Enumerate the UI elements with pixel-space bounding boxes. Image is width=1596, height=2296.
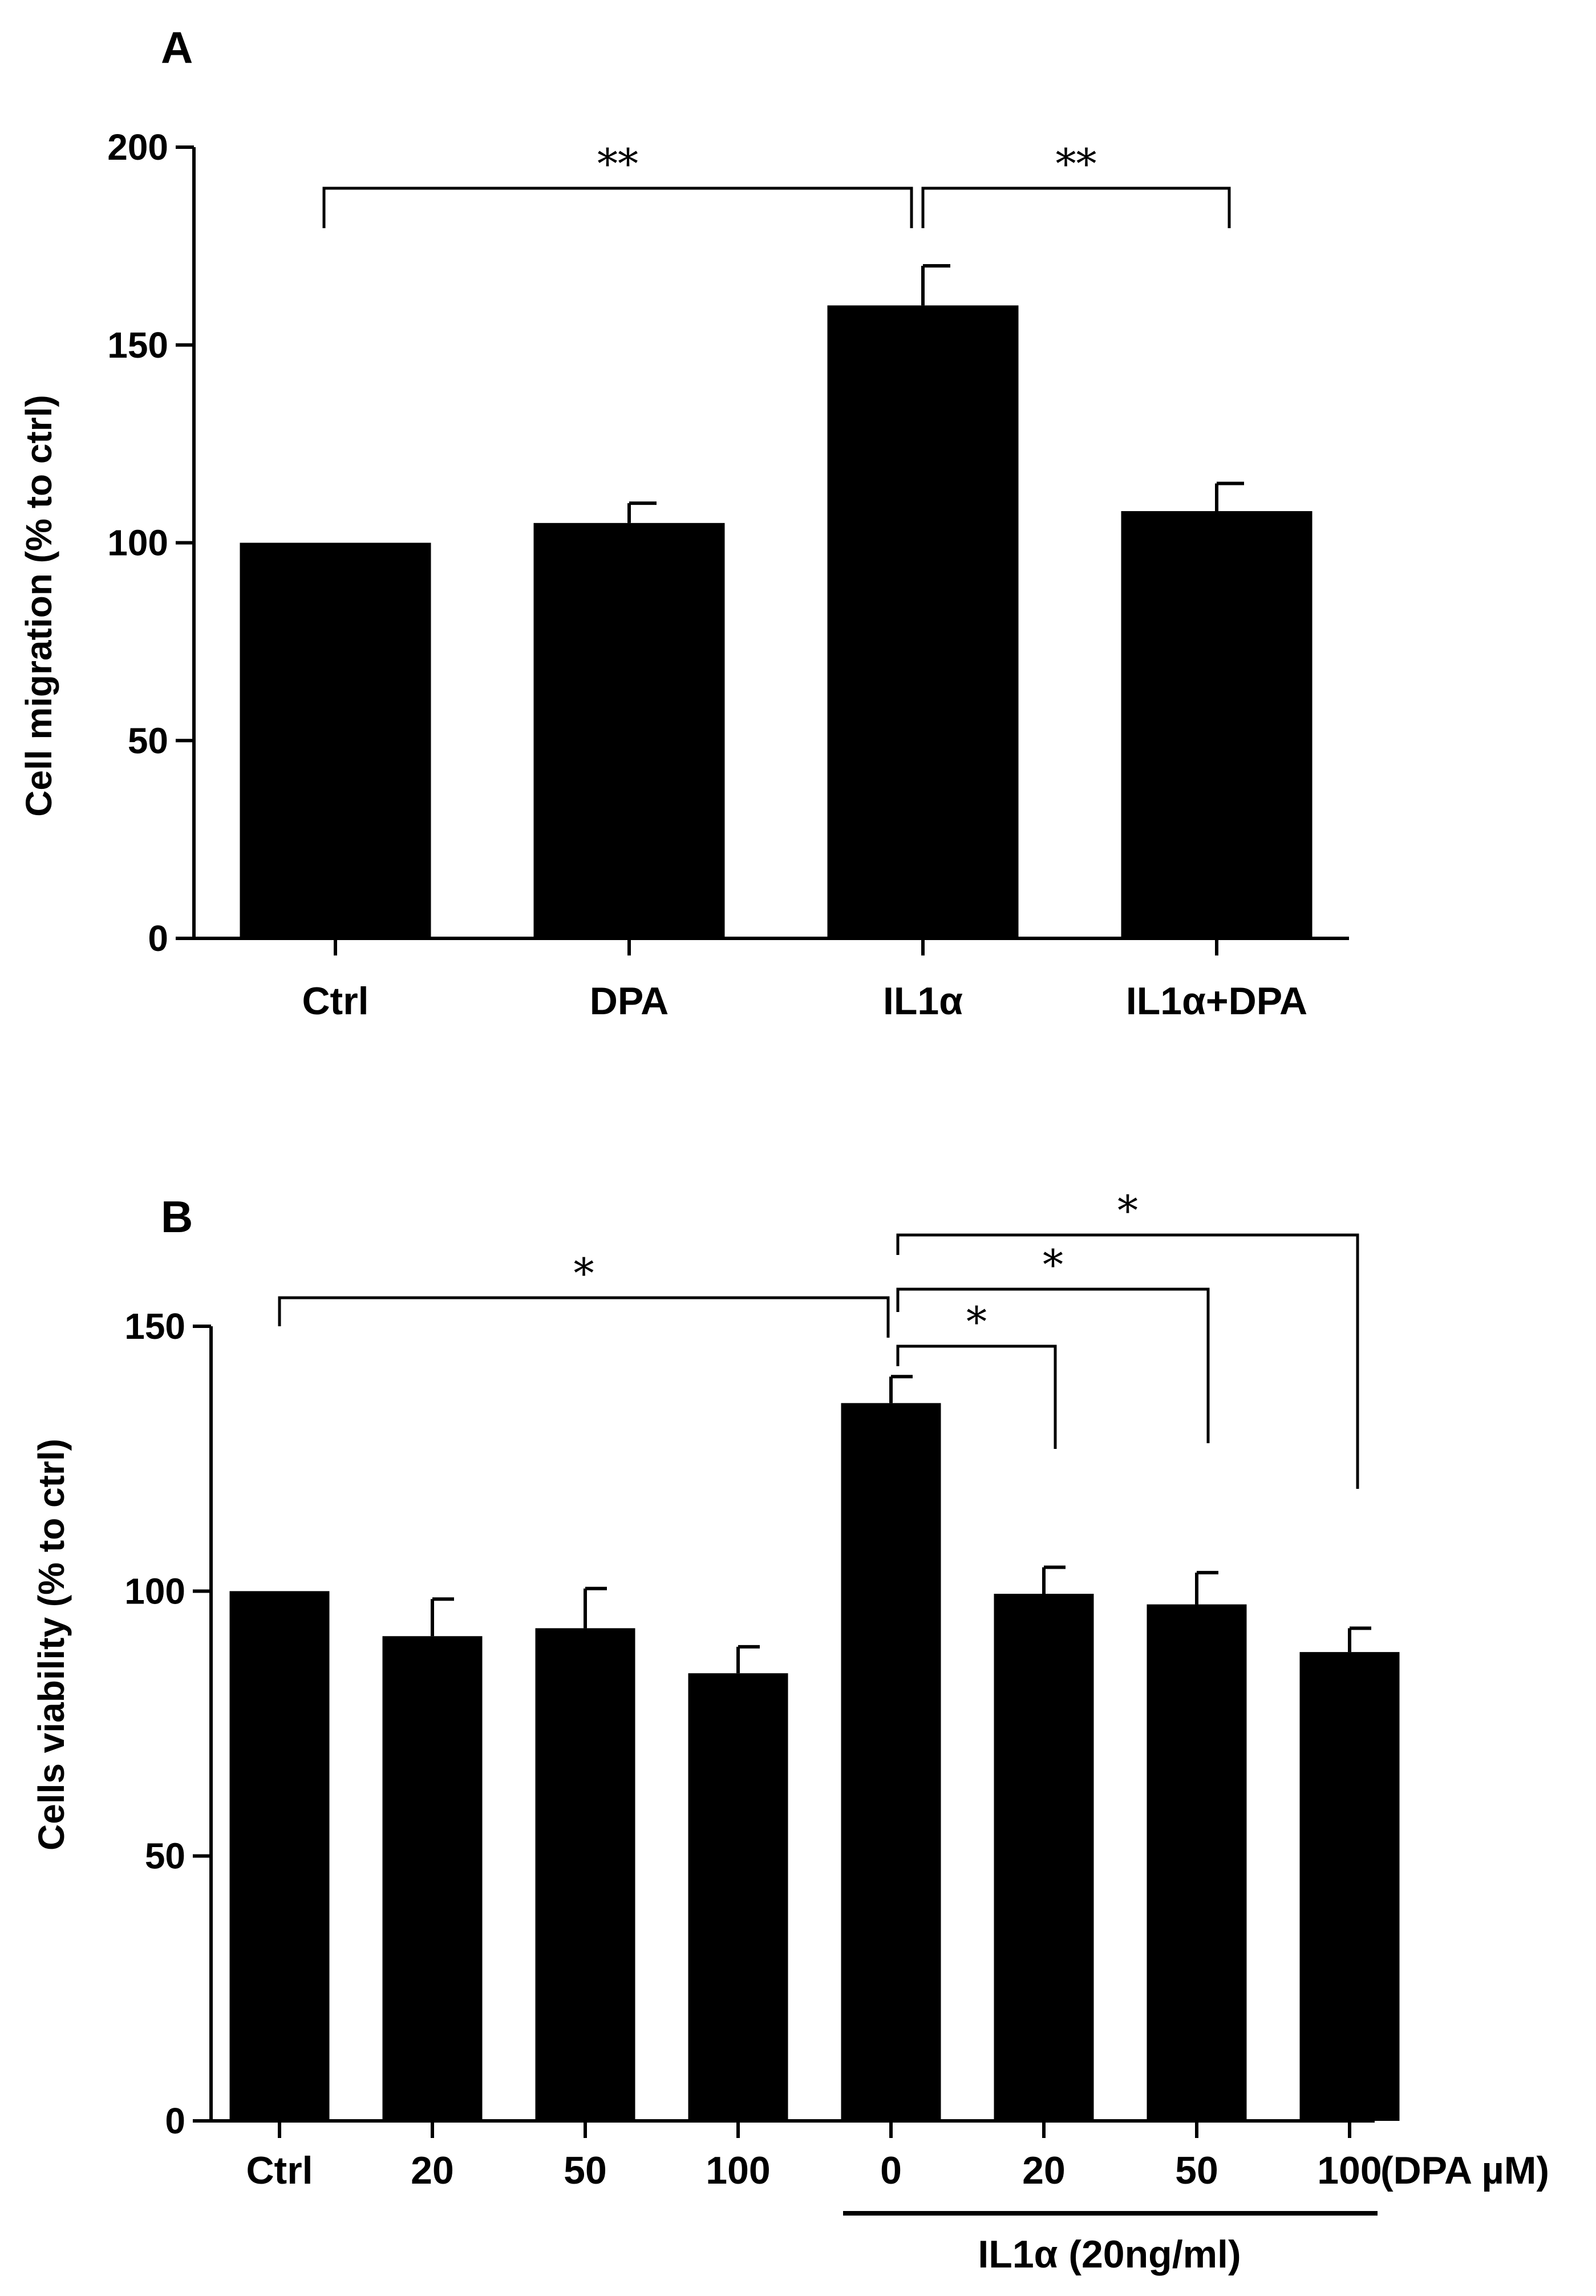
bar (827, 305, 1019, 938)
x-category-label: 100 (1317, 2149, 1382, 2192)
panel-b: B 0 50 100 150 Ctrl 20 50 100 0 20 50 100 * * * * Cells… (31, 1187, 1549, 2276)
y-tick-label: 150 (124, 1306, 185, 1347)
bar (994, 1593, 1094, 2121)
y-tick-label: 50 (128, 720, 168, 761)
x-category-label: 100 (706, 2149, 770, 2192)
x-category-label: DPA (590, 979, 669, 1023)
bar (1299, 1652, 1400, 2121)
bar (535, 1628, 635, 2121)
y-tick-label: 50 (145, 1836, 185, 1877)
significance-bracket (921, 187, 1231, 228)
significance-label: * (1117, 1187, 1138, 1234)
significance-bracket (896, 1287, 1210, 1443)
y-tick-label: 100 (124, 1570, 185, 1611)
significance-bracket (896, 1345, 1057, 1449)
significance-label: ** (597, 140, 638, 188)
x-category-label: 0 (880, 2149, 902, 2192)
panel-a-letter: A (161, 22, 193, 72)
panel-b-marks: 0 50 100 150 Ctrl 20 50 100 0 20 50 100 * * * * (124, 1187, 1400, 2192)
panel-b-x-unit-label: (DPA µM) (1380, 2149, 1549, 2192)
y-tick-label: 200 (107, 127, 168, 168)
bar (1147, 1604, 1247, 2121)
bar (841, 1403, 941, 2121)
bar (688, 1673, 788, 2121)
x-category-label: IL1α (883, 979, 963, 1023)
x-category-label: 20 (1022, 2149, 1066, 2192)
bar (1121, 511, 1313, 938)
significance-label: ** (1056, 140, 1097, 188)
significance-bracket (896, 1233, 1359, 1489)
significance-label: * (1043, 1241, 1063, 1289)
bar (240, 542, 431, 938)
panel-a-marks: 0 50 100 150 200 Ctrl DPA IL1α IL1α+DPA ** ** (107, 127, 1349, 1023)
x-category-label: Ctrl (302, 979, 368, 1023)
bar (382, 1636, 483, 2121)
x-category-label: 50 (564, 2149, 607, 2192)
y-tick-label: 150 (107, 325, 168, 366)
x-category-label: IL1α+DPA (1126, 979, 1307, 1023)
panel-b-group-label: IL1α (20ng/ml) (978, 2233, 1241, 2276)
panel-b-y-axis-title: Cells viability (% to ctrl) (31, 1439, 72, 1850)
bar (229, 1591, 330, 2121)
y-tick-label: 0 (148, 918, 168, 959)
bar (533, 523, 725, 938)
x-category-label: Ctrl (246, 2149, 313, 2192)
y-tick-label: 0 (165, 2100, 185, 2141)
x-category-label: 50 (1175, 2149, 1218, 2192)
panel-b-letter: B (161, 1192, 193, 1242)
significance-bracket (278, 1296, 890, 1338)
y-tick-label: 100 (107, 523, 168, 564)
significance-label: * (966, 1298, 987, 1346)
significance-label: * (574, 1249, 594, 1297)
significance-bracket (322, 187, 913, 228)
panel-a-y-axis-title: Cell migration (% to ctrl) (18, 395, 59, 817)
x-category-label: 20 (411, 2149, 454, 2192)
panel-a: A 0 50 100 150 200 Ctrl DPA IL1α IL1α+DPA ** ** Ce… (18, 22, 1349, 1023)
